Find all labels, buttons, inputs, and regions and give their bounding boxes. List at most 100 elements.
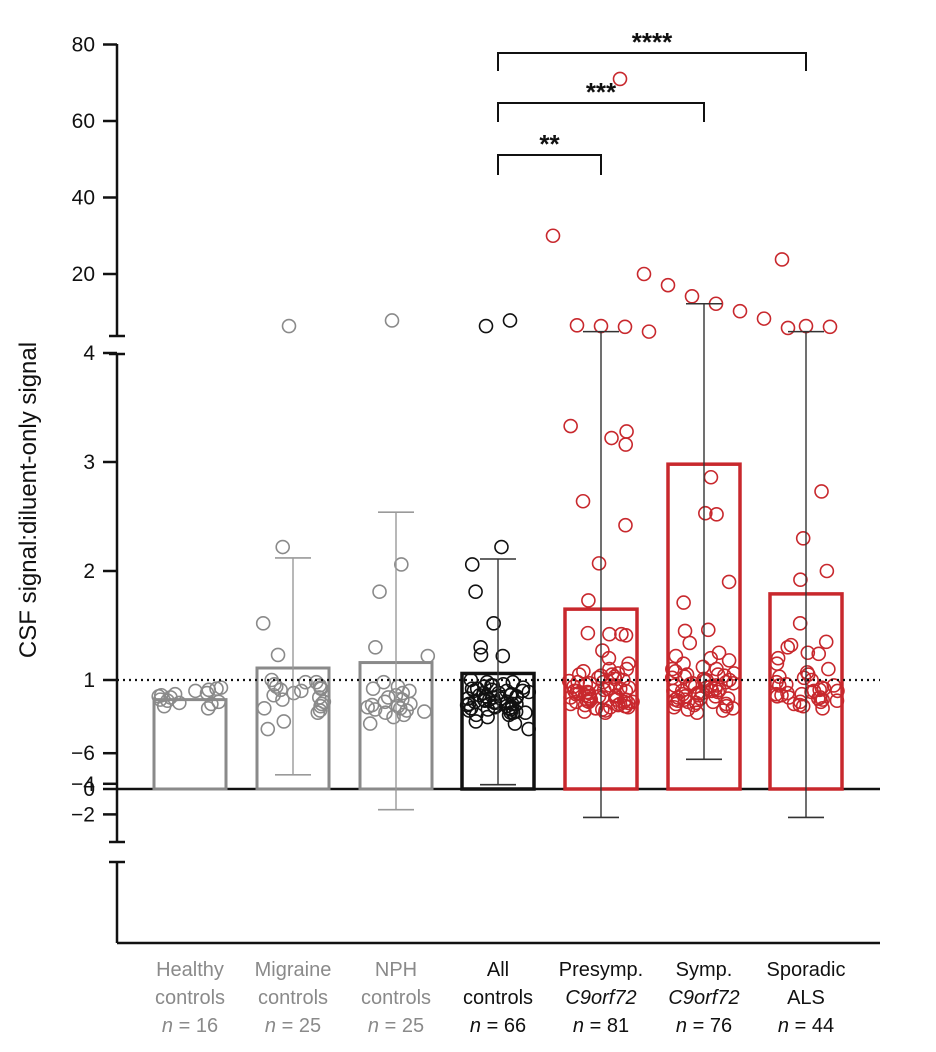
- data-point: [780, 639, 796, 655]
- x-label-n: n = 76: [676, 1015, 732, 1037]
- n-value: = 81: [584, 1015, 629, 1037]
- data-point: [563, 696, 578, 712]
- x-label-n: n = 44: [778, 1015, 834, 1037]
- data-point: [396, 707, 412, 723]
- significance-bracket: [497, 102, 705, 122]
- data-point: [771, 678, 787, 693]
- data-point: [480, 702, 496, 717]
- data-point: [721, 574, 737, 590]
- n-symbol: n: [676, 1015, 687, 1037]
- data-point: [376, 674, 391, 690]
- y-tick-label: −4: [71, 773, 95, 796]
- data-point: [770, 650, 786, 666]
- x-label-line1: Symp.: [676, 959, 733, 981]
- x-label-line2: C9orf72: [565, 987, 636, 1009]
- data-point: [504, 699, 520, 715]
- data-point: [619, 424, 634, 439]
- x-label-n: n = 25: [368, 1015, 424, 1037]
- n-symbol: n: [778, 1015, 789, 1037]
- data-point: [804, 672, 819, 688]
- data-point: [563, 418, 578, 434]
- significance-bracket: [497, 154, 602, 175]
- data-point: [293, 683, 309, 699]
- significance-label: ***: [586, 77, 617, 107]
- data-point: [602, 626, 617, 642]
- outlier-point: [545, 228, 561, 244]
- data-point: [677, 623, 693, 639]
- data-point: [521, 721, 536, 737]
- data-point: [160, 693, 175, 709]
- data-point: [200, 701, 216, 716]
- data-point: [461, 703, 477, 718]
- data-point: [725, 701, 741, 716]
- y-tick-label: −6: [71, 742, 95, 765]
- data-point: [368, 639, 383, 655]
- data-point: [783, 637, 799, 653]
- data-point: [715, 703, 731, 718]
- significance-label: **: [539, 129, 560, 159]
- outlier-point: [281, 318, 297, 334]
- data-point: [709, 507, 724, 522]
- x-label-line2: controls: [155, 987, 225, 1009]
- data-point: [666, 683, 681, 699]
- data-point: [821, 661, 836, 677]
- data-point: [595, 674, 611, 690]
- y-axis-label: CSF signal:diluent-only signal: [15, 342, 42, 658]
- x-label-line2: controls: [463, 987, 533, 1009]
- y-tick-label: 3: [83, 451, 95, 474]
- data-point: [286, 685, 302, 701]
- data-point: [476, 685, 491, 701]
- y-tick-label: 1: [83, 669, 95, 692]
- outlier-point: [641, 324, 657, 339]
- data-point: [665, 661, 680, 677]
- data-point: [577, 704, 592, 719]
- data-point: [270, 647, 286, 663]
- data-point: [360, 699, 375, 715]
- data-point: [689, 705, 705, 721]
- data-point: [818, 634, 834, 650]
- data-point: [268, 679, 284, 694]
- data-point: [811, 646, 827, 662]
- x-label-line2: controls: [361, 987, 431, 1009]
- error-bars-layer: [275, 302, 824, 819]
- data-point: [618, 437, 634, 452]
- data-point: [367, 702, 383, 717]
- data-point: [819, 563, 835, 579]
- data-point: [266, 687, 281, 703]
- n-value: = 16: [173, 1015, 218, 1037]
- data-point: [609, 692, 624, 707]
- data-point: [666, 699, 682, 715]
- x-axis-labels: Healthy controls n = 16 Migraine controls n =…: [155, 959, 845, 1037]
- data-point: [829, 693, 845, 709]
- x-label-n: n = 16: [162, 1015, 218, 1037]
- x-label-line1: Healthy: [156, 959, 224, 981]
- outlier-point: [780, 320, 796, 336]
- data-point: [800, 645, 816, 661]
- n-value: = 76: [687, 1015, 732, 1037]
- outlier-point: [822, 319, 838, 335]
- data-point: [256, 701, 272, 716]
- data-point: [786, 696, 802, 712]
- n-value: = 44: [789, 1015, 834, 1037]
- data-point: [812, 690, 828, 705]
- data-point: [577, 697, 593, 713]
- x-label-line1: NPH: [375, 959, 417, 981]
- data-point: [693, 691, 708, 706]
- data-point: [682, 635, 698, 651]
- outlier-point: [569, 318, 585, 333]
- bar: [152, 698, 228, 791]
- data-point: [703, 469, 719, 485]
- data-point: [726, 675, 741, 691]
- data-point: [700, 622, 716, 638]
- data-point: [188, 683, 203, 699]
- outlier-point: [732, 303, 748, 319]
- data-point: [668, 648, 684, 664]
- data-point: [255, 616, 271, 631]
- data-point: [386, 709, 401, 725]
- data-point: [464, 557, 480, 572]
- outlier-point: [384, 313, 400, 328]
- y-tick-label: 0: [83, 778, 95, 801]
- data-point: [494, 539, 509, 555]
- outlier-point: [636, 266, 652, 282]
